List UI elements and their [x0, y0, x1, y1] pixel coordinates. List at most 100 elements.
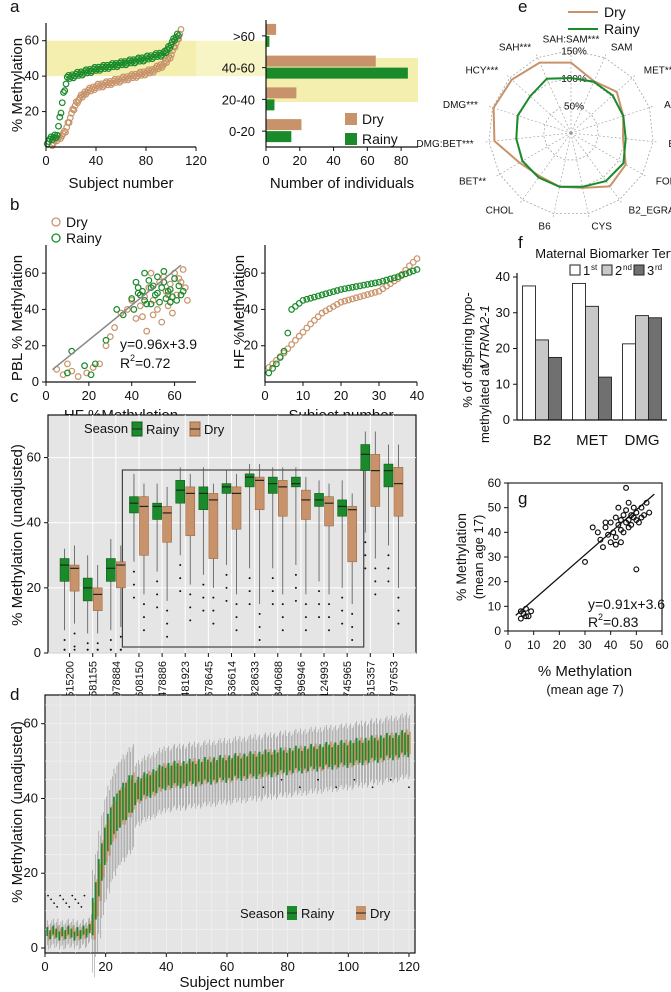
box-rainy: [386, 732, 388, 756]
data-point-rainy: [276, 354, 284, 361]
box-rainy: [152, 502, 162, 520]
box-rainy: [73, 931, 76, 941]
data-point: [612, 514, 619, 521]
outlier: [271, 603, 274, 606]
outlier: [179, 564, 182, 567]
y-tick-label: 60: [24, 716, 38, 731]
box-dry: [208, 493, 219, 559]
box-rainy: [389, 735, 391, 758]
box-rainy: [288, 747, 291, 771]
bar-dry-40-60: [266, 55, 376, 67]
box-rainy: [279, 747, 282, 771]
y-tick-label: 20: [27, 580, 41, 595]
box-dry: [172, 762, 175, 786]
category-label: >60: [233, 29, 255, 44]
fit-r2-sup-b1: 2: [130, 353, 135, 363]
data-point-rainy: [295, 299, 303, 307]
box-rainy: [155, 770, 158, 794]
y-axis-label-d: % Methylation (unadjusted): [9, 721, 26, 903]
box-dry: [72, 925, 74, 935]
box-rainy: [82, 577, 93, 602]
box-rainy: [404, 732, 407, 755]
box-dry: [387, 737, 390, 760]
outlier: [248, 590, 251, 593]
y-tick-label: 40: [488, 525, 502, 539]
box-rainy: [161, 766, 164, 789]
regression-line: [515, 493, 655, 616]
box-rainy: [49, 930, 52, 940]
box-dry: [390, 732, 393, 755]
radar-axis-label: DMG:BET***: [416, 139, 473, 150]
radar-axis-label: SAH***: [499, 43, 531, 54]
outlier: [235, 616, 238, 619]
panel-letter-b: b: [10, 195, 19, 214]
box-rainy: [401, 730, 404, 753]
data-point-rainy: [162, 295, 170, 302]
data-point-dry: [371, 288, 379, 296]
x-tick-label: 40: [326, 153, 340, 168]
data-point: [517, 615, 524, 622]
outlier: [73, 648, 76, 651]
data-point-dry: [360, 292, 368, 300]
outlier: [119, 648, 122, 651]
data-point-dry: [345, 296, 353, 304]
bar-dry-20-40: [266, 87, 297, 99]
outlier: [156, 606, 159, 609]
box-dry: [260, 756, 263, 779]
y-tick-label: 10: [496, 376, 510, 391]
outlier: [109, 638, 112, 641]
y-tick-label: 0: [503, 412, 510, 427]
data-point: [615, 504, 622, 511]
data-point-rainy: [307, 294, 315, 302]
bar-dry-0-20: [266, 119, 302, 131]
outlier: [294, 573, 297, 576]
box-dry: [66, 927, 68, 937]
box-rainy: [170, 765, 173, 788]
box-dry: [278, 749, 281, 772]
panel-letter-e: e: [518, 0, 527, 16]
box-dry: [217, 756, 220, 780]
y-tick-label: 0: [34, 645, 41, 660]
box-rainy: [346, 745, 349, 768]
box-rainy: [59, 558, 70, 582]
box-rainy: [334, 742, 337, 765]
outlier: [298, 786, 301, 789]
outlier: [258, 612, 261, 615]
panel-letter-c: c: [10, 387, 19, 406]
outlier: [374, 580, 377, 583]
box-rainy: [88, 924, 91, 934]
data-point-dry: [299, 328, 307, 336]
outlier: [341, 622, 344, 625]
data-point-rainy: [130, 306, 138, 313]
radar-ring-label: 150%: [561, 47, 587, 58]
box-dry: [160, 769, 162, 792]
box-rainy: [337, 499, 347, 517]
box-dry: [301, 489, 311, 520]
data-point-rainy: [352, 283, 360, 290]
radar-ring: [543, 105, 599, 161]
box-dry: [144, 776, 147, 800]
box-dry: [220, 759, 223, 783]
outlier: [156, 593, 159, 596]
x-tick-label: 10: [527, 638, 541, 652]
data-point: [594, 529, 601, 536]
outlier: [341, 596, 344, 599]
x-tick-label: 20: [553, 638, 567, 652]
box-rainy: [61, 927, 64, 937]
y-tick-label: 40: [244, 301, 258, 316]
fit-r2-b1: R: [120, 355, 130, 371]
fit-r2-g: R: [588, 614, 598, 630]
data-point-dry: [352, 294, 360, 302]
box-rainy: [110, 807, 112, 845]
x-tick-label: 60: [220, 959, 234, 974]
box-dry: [60, 928, 62, 938]
outlier: [189, 619, 192, 622]
outlier: [271, 577, 274, 580]
data-point-dry: [413, 255, 421, 263]
box-rainy: [407, 734, 410, 758]
y-tick-label: 60: [27, 450, 41, 465]
box-dry: [99, 863, 102, 901]
data-point: [623, 484, 630, 491]
box-rainy: [79, 930, 82, 940]
category-label: 40-60: [222, 61, 255, 76]
